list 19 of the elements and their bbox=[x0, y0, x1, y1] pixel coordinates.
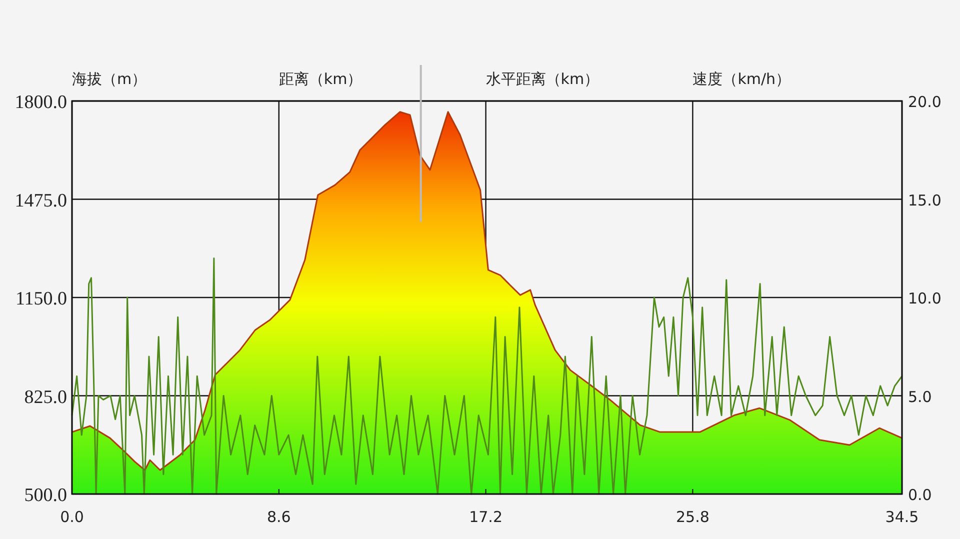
y-tick-label: 825.0 bbox=[24, 386, 67, 408]
y2-tick-label: 15.0 bbox=[908, 191, 942, 210]
x-tick-label: 17.2 bbox=[469, 508, 502, 526]
x-tick-label: 34.5 bbox=[885, 508, 919, 526]
y-tick-label: 1800.0 bbox=[14, 92, 67, 113]
y2-axis-title: 速度（km/h） bbox=[692, 70, 791, 88]
y-tick-label: 1475.0 bbox=[14, 190, 67, 212]
y-axis-title: 海拔（m） bbox=[72, 70, 147, 88]
x-tick-label: 25.8 bbox=[676, 508, 710, 526]
x-tick-label: 8.6 bbox=[266, 508, 291, 526]
y2-tick-label: 0.0 bbox=[908, 486, 932, 504]
y-tick-label: 1150.0 bbox=[15, 288, 67, 310]
x-tick-label: 0.0 bbox=[60, 508, 84, 526]
y2-tick-label: 5.0 bbox=[908, 388, 932, 406]
x-axis-title: 距离（km） bbox=[278, 70, 362, 88]
y2-tick-label: 10.0 bbox=[908, 290, 942, 308]
text: 水平距离（km） bbox=[486, 70, 600, 88]
y-tick-label: 500.0 bbox=[24, 485, 67, 506]
y2-tick-label: 20.0 bbox=[908, 93, 942, 111]
